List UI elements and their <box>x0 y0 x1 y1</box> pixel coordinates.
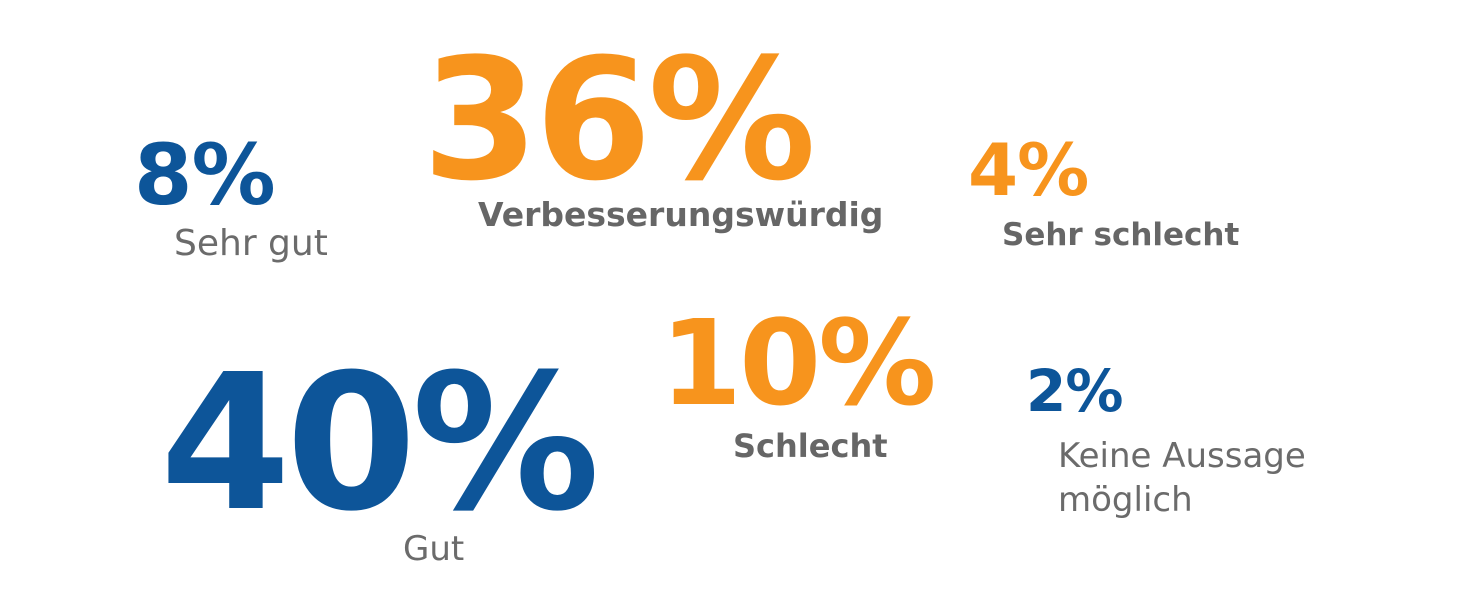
value-sehr-gut: 8% <box>134 126 276 224</box>
value-gut: 40% <box>160 334 600 553</box>
value-verbesserungswuerdig: 36% <box>422 22 816 218</box>
stat-verbesserungswuerdig: 36% Verbesserungswürdig <box>422 36 883 234</box>
stat-sehr-gut: 8% Sehr gut <box>134 133 328 264</box>
stat-keine-aussage: 2% Keine Aussage möglich <box>1026 362 1348 522</box>
label-keine-aussage: Keine Aussage möglich <box>1058 436 1306 521</box>
value-sehr-schlecht: 4% <box>968 128 1089 212</box>
label-sehr-gut: Sehr gut <box>174 223 328 264</box>
stat-gut: 40% Gut <box>160 334 600 569</box>
label-gut: Gut <box>403 529 465 569</box>
stat-schlecht: 10% Schlecht <box>660 294 936 465</box>
label-verbesserungswuerdig: Verbesserungswürdig <box>478 195 884 234</box>
value-keine-aussage: 2% <box>1026 357 1123 425</box>
stat-sehr-schlecht: 4% Sehr schlecht <box>968 134 1239 254</box>
label-sehr-schlecht: Sehr schlecht <box>1002 217 1240 253</box>
label-schlecht: Schlecht <box>733 427 888 465</box>
value-schlecht: 10% <box>660 294 936 432</box>
